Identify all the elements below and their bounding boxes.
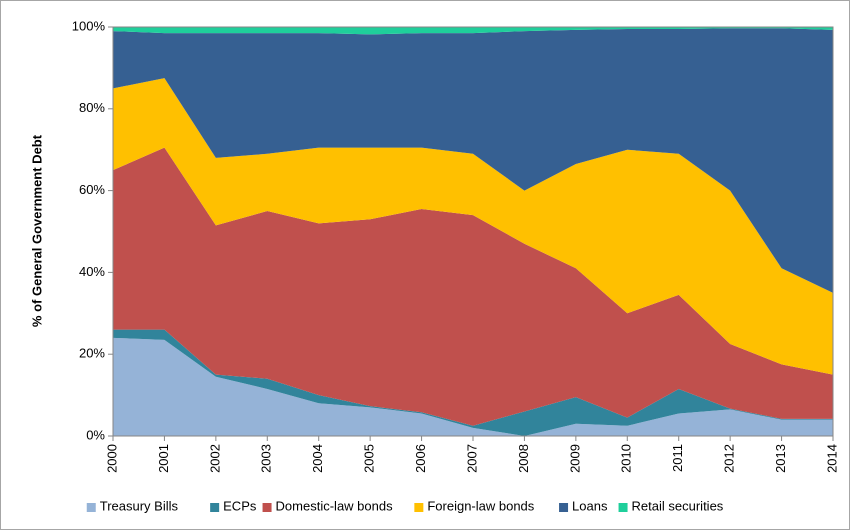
area	[113, 27, 833, 35]
y-tick-label: 40%	[79, 264, 105, 279]
legend-swatch	[414, 503, 424, 512]
legend-swatch	[618, 503, 628, 512]
x-tick-label: 2001	[156, 444, 171, 473]
legend-label: Domestic-law bonds	[276, 498, 394, 513]
area	[113, 337, 833, 436]
x-tick-label: 2009	[567, 444, 582, 473]
legend-label: Treasury Bills	[100, 498, 179, 513]
x-tick-label: 2013	[773, 444, 788, 473]
y-tick-label: 60%	[79, 182, 105, 197]
legend-swatch	[262, 503, 272, 512]
x-tick-label: 2011	[670, 444, 685, 472]
y-tick-label: 20%	[79, 346, 105, 361]
x-tick-label: 2002	[207, 444, 222, 473]
legend-swatch	[86, 503, 96, 512]
y-tick-label: 100%	[72, 18, 106, 33]
legend-label: Retail securities	[632, 498, 724, 513]
x-tick-label: 2010	[619, 444, 634, 473]
area	[113, 147, 833, 426]
y-axis-title: % of General Government Debt	[29, 134, 44, 327]
y-tick-label: 80%	[79, 100, 105, 115]
x-tick-label: 2008	[516, 444, 531, 473]
legend-swatch	[210, 503, 220, 512]
x-tick-label: 2005	[362, 444, 377, 473]
legend-label: ECPs	[223, 498, 257, 513]
x-tick-label: 2000	[104, 444, 119, 473]
legend-label: Loans	[572, 498, 608, 513]
x-tick-label: 2003	[259, 444, 274, 473]
area	[113, 78, 833, 375]
x-tick-label: 2014	[824, 444, 839, 473]
y-tick-label: 0%	[86, 427, 105, 442]
x-tick-label: 2006	[413, 444, 428, 473]
area	[113, 329, 833, 436]
area	[113, 28, 833, 293]
x-tick-label: 2012	[722, 444, 737, 473]
x-tick-label: 2004	[310, 444, 325, 473]
x-tick-label: 2007	[464, 444, 479, 473]
legend-label: Foreign-law bonds	[427, 498, 534, 513]
legend-swatch	[559, 503, 569, 512]
